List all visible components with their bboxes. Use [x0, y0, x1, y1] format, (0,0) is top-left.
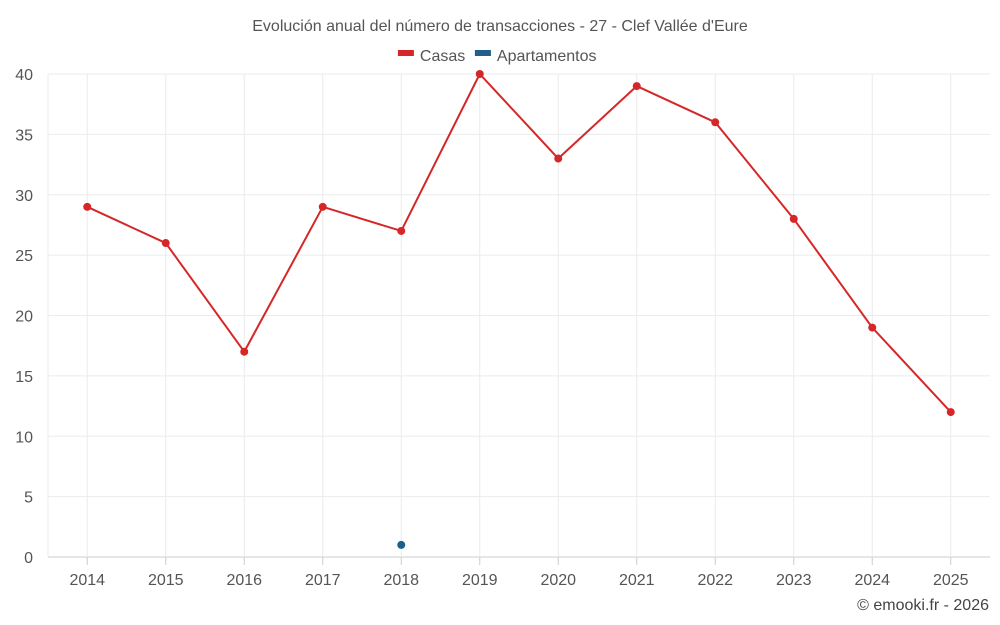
- y-tick-label: 20: [15, 309, 33, 326]
- data-point-apartamentos[interactable]: [397, 540, 406, 549]
- x-axis: 2014 2015 2016 2017 2018 2019 2020 2021 2022 2023…: [69, 557, 969, 589]
- x-tick-label: 2018: [383, 572, 419, 589]
- series-layer: [83, 70, 955, 549]
- series-line-casas: [86, 73, 952, 413]
- x-tick-label: 2024: [854, 572, 890, 589]
- x-tick-label: 2019: [462, 572, 498, 589]
- data-point-casas[interactable]: [789, 214, 798, 223]
- data-point-casas[interactable]: [711, 118, 720, 127]
- x-tick-label: 2015: [148, 572, 184, 589]
- y-tick-label: 40: [15, 67, 33, 84]
- x-tick-label: 2021: [619, 572, 655, 589]
- data-point-casas[interactable]: [554, 154, 563, 163]
- x-tick-label: 2014: [69, 572, 105, 589]
- y-tick-label: 15: [15, 369, 33, 386]
- data-point-casas[interactable]: [475, 70, 484, 78]
- chart-legend: Casas Apartamentos: [397, 48, 597, 65]
- y-tick-label: 30: [15, 188, 33, 205]
- x-tick-label: 2017: [305, 572, 341, 589]
- data-point-casas[interactable]: [868, 323, 877, 332]
- credit-text: © emooki.fr - 2026: [857, 597, 989, 614]
- data-point-casas[interactable]: [83, 202, 92, 211]
- y-tick-label: 10: [15, 429, 33, 446]
- legend-swatch-apartamentos[interactable]: [474, 50, 491, 56]
- data-point-casas[interactable]: [397, 226, 406, 235]
- legend-swatch-casas[interactable]: [397, 50, 414, 56]
- chart-title: Evolución anual del número de transaccio…: [252, 18, 748, 35]
- y-axis: 0 5 10 15 20 25 30 35 40: [15, 67, 33, 567]
- chart-grid: [47, 73, 990, 558]
- data-point-casas[interactable]: [240, 347, 249, 356]
- x-tick-label: 2023: [776, 572, 812, 589]
- data-point-casas[interactable]: [318, 202, 327, 211]
- y-tick-label: 25: [15, 248, 33, 265]
- x-tick-label: 2025: [933, 572, 969, 589]
- x-tick-label: 2016: [226, 572, 262, 589]
- legend-label-apartamentos[interactable]: Apartamentos: [497, 48, 597, 65]
- data-point-casas[interactable]: [161, 239, 170, 248]
- data-point-casas[interactable]: [946, 408, 955, 417]
- y-tick-label: 0: [24, 550, 33, 567]
- x-tick-label: 2020: [540, 572, 576, 589]
- data-point-casas[interactable]: [632, 82, 641, 91]
- y-tick-label: 5: [24, 490, 33, 507]
- x-tick-label: 2022: [697, 572, 733, 589]
- legend-label-casas[interactable]: Casas: [420, 48, 465, 65]
- y-tick-label: 35: [15, 127, 33, 144]
